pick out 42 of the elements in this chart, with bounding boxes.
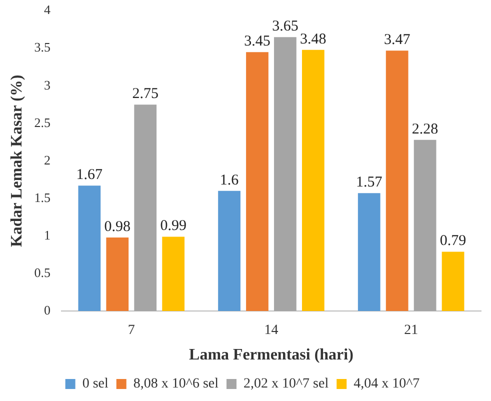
y-tick-label: 1 <box>44 227 50 242</box>
y-tick-label: 0.5 <box>34 264 50 280</box>
data-label: 1.6 <box>220 172 240 188</box>
data-label: 2.75 <box>132 86 158 102</box>
data-label: 3.47 <box>384 32 411 48</box>
bar <box>218 190 240 311</box>
bar <box>106 237 129 311</box>
legend-label: 0 sel <box>82 376 108 392</box>
x-axis-title: Lama Fermentasi (hari) <box>189 346 354 364</box>
bar <box>358 193 380 311</box>
data-label: 1.57 <box>356 174 383 191</box>
legend-label: 2,02 x 10^7 sel <box>243 376 329 392</box>
bar <box>414 140 436 311</box>
data-label: 0.99 <box>160 218 186 234</box>
bar <box>134 104 157 311</box>
bar <box>442 252 464 311</box>
data-label: 0.79 <box>440 233 466 250</box>
bar <box>302 50 324 311</box>
legend-label: 4,04 x 10^7 <box>354 376 420 392</box>
y-tick-label: 3 <box>44 77 50 92</box>
y-tick-label: 4 <box>44 2 51 18</box>
data-label: 3.45 <box>244 34 270 50</box>
data-label: 1.67 <box>76 167 104 184</box>
bar <box>78 186 101 311</box>
y-tick-label: 1.5 <box>34 190 50 205</box>
x-tick-label: 7 <box>128 323 135 338</box>
data-label: 2.28 <box>412 121 438 138</box>
bar <box>274 37 296 311</box>
x-tick-label: 14 <box>264 323 278 338</box>
bar <box>246 52 268 311</box>
data-label: 3.65 <box>272 18 298 35</box>
y-tick-label: 2 <box>44 152 50 168</box>
legend-label: 8,08 x 10^6 sel <box>133 376 219 392</box>
y-tick-label: 3.5 <box>34 40 50 55</box>
bar <box>386 50 408 311</box>
x-tick-label: 21 <box>404 323 418 338</box>
bar <box>162 236 185 311</box>
data-label: 0.98 <box>104 218 131 235</box>
y-tick-label: 2.5 <box>34 114 50 130</box>
y-axis-title: Kadar Lemak Kasar (%) <box>8 74 26 248</box>
data-label: 3.48 <box>300 31 326 48</box>
y-tick-label: 0 <box>44 302 50 318</box>
